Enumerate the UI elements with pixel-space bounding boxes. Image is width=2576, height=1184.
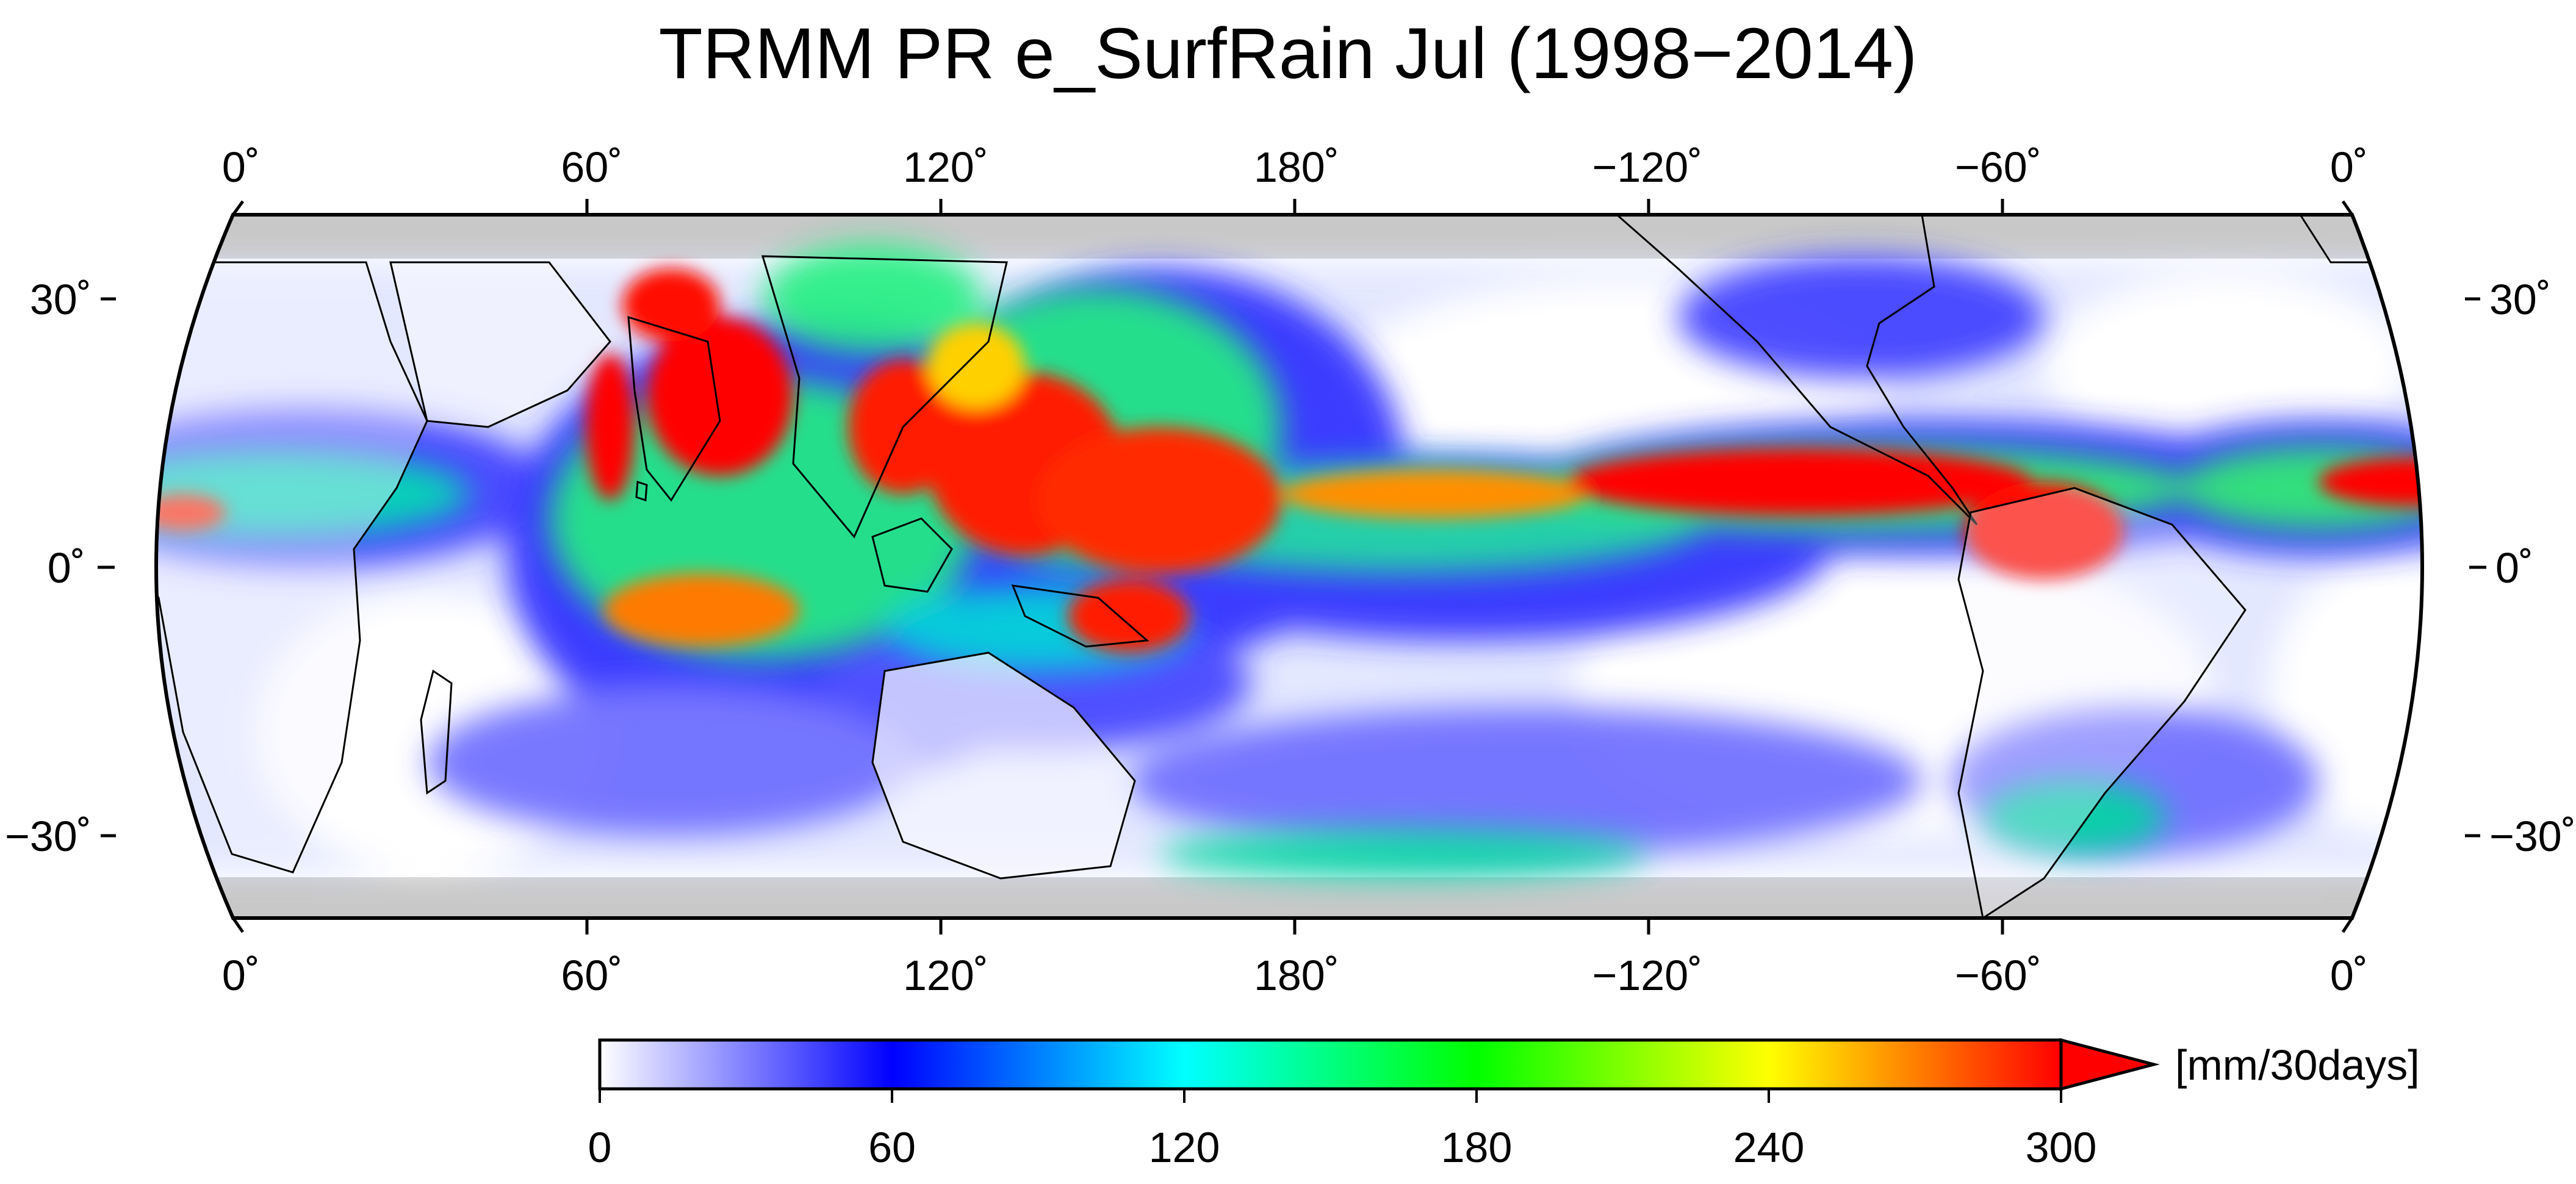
colorbar-tick-label: 180 bbox=[1441, 1124, 1513, 1171]
colorbar-tick-label: 120 bbox=[1149, 1124, 1220, 1171]
colorbar-unit-label: [mm/30days] bbox=[2175, 1041, 2420, 1089]
se-asia-outline bbox=[761, 255, 1008, 539]
lat-labels-left: 30˚ 0˚ −30˚ bbox=[5, 276, 92, 860]
lon-label-top: 120˚ bbox=[903, 143, 988, 191]
lon-label-bottom: 0˚ bbox=[222, 952, 260, 999]
lat-label-right: 0˚ bbox=[2495, 544, 2533, 592]
lat-label-left: 30˚ bbox=[30, 276, 92, 323]
north-america-outline bbox=[1614, 215, 1978, 526]
lon-label-bottom: −60˚ bbox=[1955, 952, 2042, 999]
colorbar-ticks bbox=[599, 1089, 2062, 1103]
colorbar-tick-label: 300 bbox=[2026, 1124, 2097, 1171]
lon-label-top: 180˚ bbox=[1254, 143, 1339, 191]
colorbar-gradient bbox=[598, 1038, 2063, 1091]
colorbar: 0 60 120 180 240 300 [mm/30days] bbox=[588, 1038, 2420, 1171]
colorbar-tick-label: 60 bbox=[868, 1124, 916, 1171]
lon-label-bottom: 60˚ bbox=[561, 952, 622, 999]
lon-label-bottom: −120˚ bbox=[1592, 952, 1703, 999]
lat-label-right: 30˚ bbox=[2489, 276, 2551, 323]
africa-outline bbox=[156, 261, 428, 874]
australia-outline bbox=[871, 651, 1136, 880]
lat-label-left: −30˚ bbox=[5, 813, 92, 860]
sri-lanka-outline bbox=[635, 480, 648, 502]
landmasses bbox=[156, 215, 2422, 918]
colorbar-tick-label: 240 bbox=[1733, 1124, 1805, 1171]
colorbar-tick-label: 0 bbox=[588, 1124, 612, 1171]
lon-label-top: 0˚ bbox=[222, 143, 260, 191]
lon-label-bottom: 120˚ bbox=[903, 952, 988, 999]
lat-label-left: 0˚ bbox=[48, 544, 85, 592]
lon-label-top: 0˚ bbox=[2330, 143, 2368, 191]
map-title: TRMM PR e_SurfRain Jul (1998−2014) bbox=[659, 13, 1918, 94]
new-guinea-outline bbox=[1011, 584, 1149, 648]
lon-label-top: 60˚ bbox=[561, 143, 622, 191]
lon-labels-top: 0˚ 60˚ 120˚ 180˚ −120˚ −60˚ 0˚ bbox=[222, 143, 2368, 191]
no-data-band-south bbox=[156, 877, 2422, 918]
no-data-band-north bbox=[156, 215, 2422, 259]
lon-label-bottom: 0˚ bbox=[2330, 952, 2368, 999]
colorbar-extend-arrow bbox=[2059, 1038, 2160, 1091]
madagascar-outline bbox=[420, 669, 453, 795]
south-america-outline bbox=[1957, 487, 2247, 918]
borneo-outline bbox=[871, 517, 953, 593]
india-outline bbox=[627, 315, 721, 502]
lon-label-top: −120˚ bbox=[1592, 143, 1703, 191]
lat-label-right: −30˚ bbox=[2489, 813, 2576, 860]
arabia-outline bbox=[389, 261, 611, 428]
tick-marks bbox=[98, 199, 2486, 935]
lon-labels-bottom: 0˚ 60˚ 120˚ 180˚ −120˚ −60˚ 0˚ bbox=[222, 952, 2368, 999]
lon-label-bottom: 180˚ bbox=[1254, 952, 1339, 999]
lon-label-top: −60˚ bbox=[1955, 143, 2042, 191]
lat-labels-right: 30˚ 0˚ −30˚ bbox=[2489, 276, 2576, 860]
